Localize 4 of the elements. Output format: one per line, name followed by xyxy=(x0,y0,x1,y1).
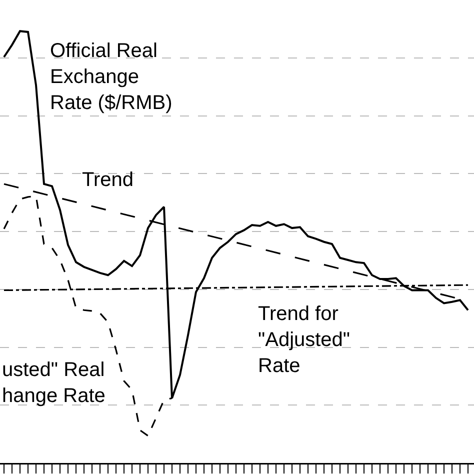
annotation: Trend for "Adjusted" Rate xyxy=(258,303,350,377)
annotation: Trend xyxy=(82,169,134,191)
annotation: Official Real Exchange Rate ($/RMB) xyxy=(50,40,172,114)
annotation: usted" Real hange Rate xyxy=(2,359,106,407)
